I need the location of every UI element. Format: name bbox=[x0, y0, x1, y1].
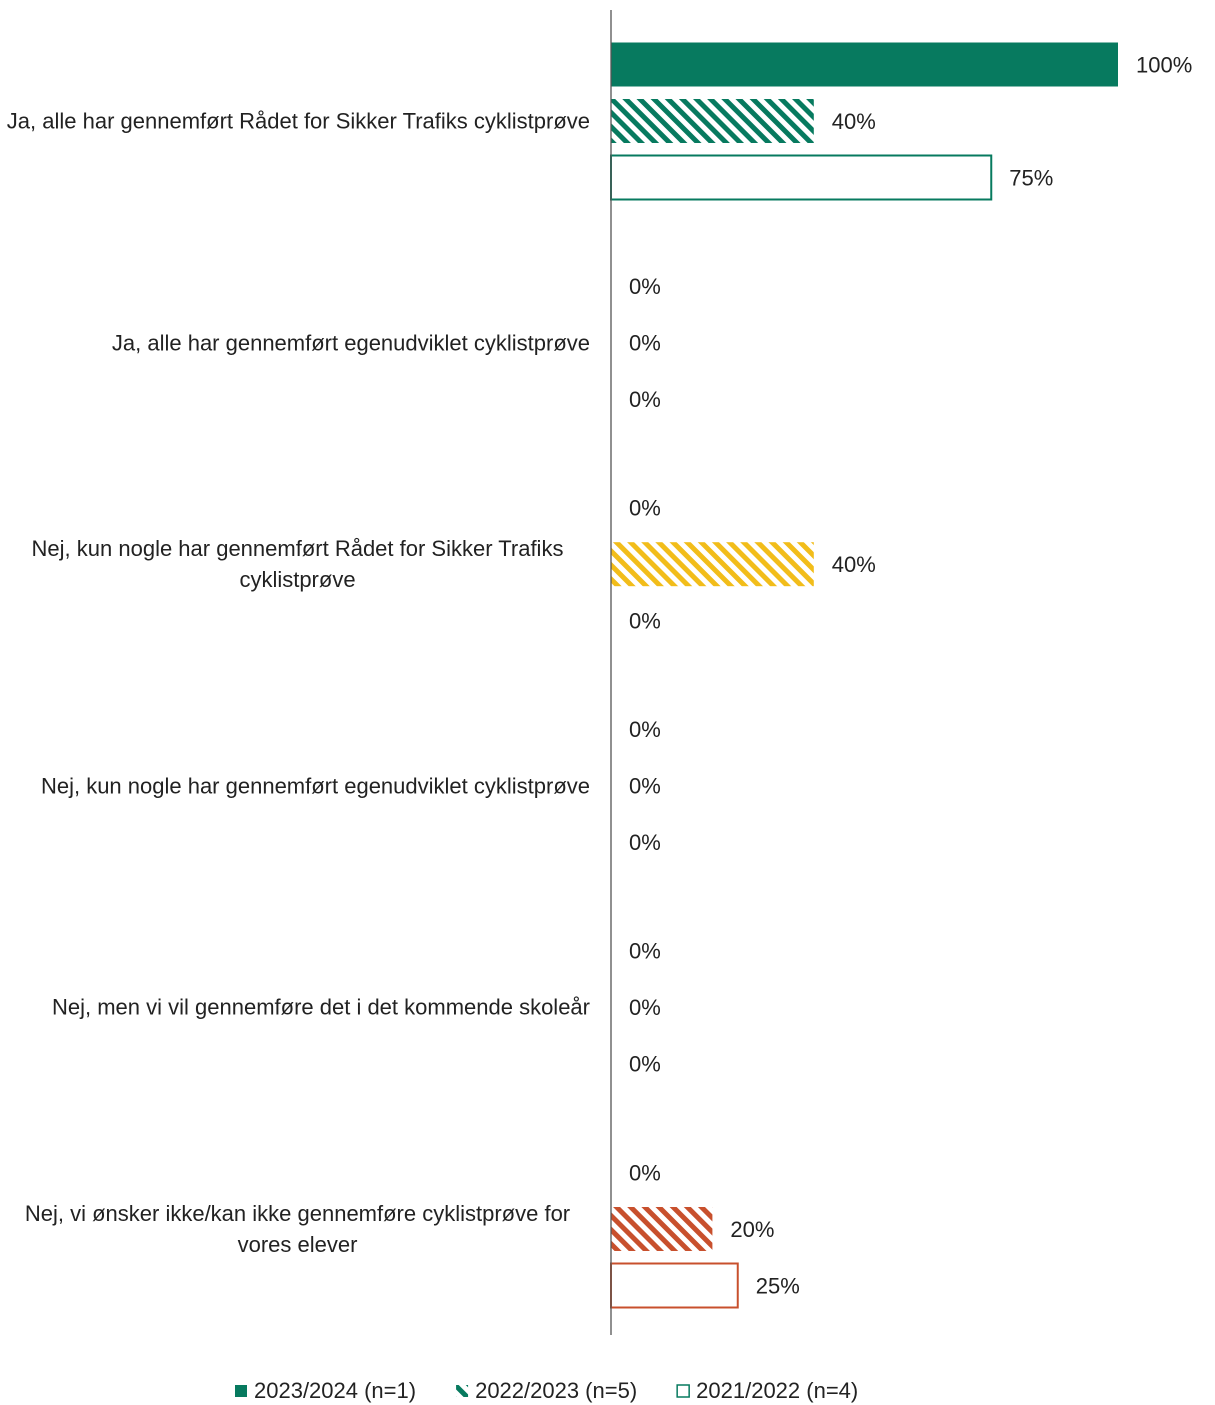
value-label: 0% bbox=[629, 995, 661, 1020]
value-label: 20% bbox=[730, 1217, 774, 1242]
value-label: 40% bbox=[832, 552, 876, 577]
value-label: 75% bbox=[1009, 165, 1053, 190]
bar bbox=[611, 42, 1118, 87]
category-label: Ja, alle har gennemført egenudviklet cyk… bbox=[0, 327, 590, 358]
bar bbox=[611, 542, 814, 587]
category-label: Ja, alle har gennemført Rådet for Sikker… bbox=[0, 106, 590, 137]
value-label: 0% bbox=[629, 387, 661, 412]
value-label: 0% bbox=[629, 830, 661, 855]
bar bbox=[611, 99, 814, 143]
category-text: Nej, kun nogle har gennemført Rådet for … bbox=[31, 536, 564, 593]
value-label: 0% bbox=[629, 939, 661, 964]
bar bbox=[610, 154, 993, 201]
category-label: Nej, kun nogle har gennemført Rådet for … bbox=[0, 533, 590, 595]
value-label: 25% bbox=[756, 1273, 800, 1298]
legend-label: 2023/2024 (n=1) bbox=[254, 1378, 416, 1403]
value-label: 0% bbox=[629, 774, 661, 799]
legend-swatch bbox=[676, 1384, 690, 1398]
value-label: 0% bbox=[629, 274, 661, 299]
category-text: Ja, alle har gennemført Rådet for Sikker… bbox=[6, 108, 590, 134]
legend-swatch bbox=[235, 1385, 247, 1397]
value-label: 40% bbox=[832, 109, 876, 134]
legend-label: 2022/2023 (n=5) bbox=[475, 1378, 637, 1403]
category-text: Ja, alle har gennemført egenudviklet cyk… bbox=[111, 330, 590, 356]
category-label: Nej, men vi vil gennemføre det i det kom… bbox=[0, 992, 590, 1023]
value-label: 0% bbox=[629, 1052, 661, 1077]
value-label: 0% bbox=[629, 330, 661, 355]
legend-swatch bbox=[456, 1385, 469, 1397]
category-label: Nej, kun nogle har gennemført egenudvikl… bbox=[0, 770, 590, 801]
value-label: 0% bbox=[629, 496, 661, 521]
category-label: Nej, vi ønsker ikke/kan ikke gennemføre … bbox=[0, 1198, 590, 1260]
value-label: 0% bbox=[629, 609, 661, 634]
category-text: Nej, vi ønsker ikke/kan ikke gennemføre … bbox=[24, 1201, 571, 1257]
value-label: 100% bbox=[1136, 52, 1192, 77]
bar bbox=[610, 1262, 739, 1309]
category-text: Nej, kun nogle har gennemført egenudvikl… bbox=[40, 773, 590, 799]
legend-label: 2021/2022 (n=4) bbox=[696, 1378, 858, 1403]
category-text: Nej, men vi vil gennemføre det i det kom… bbox=[51, 994, 590, 1020]
value-label: 0% bbox=[629, 717, 661, 742]
value-label: 0% bbox=[629, 1160, 661, 1185]
bar bbox=[611, 1207, 713, 1251]
